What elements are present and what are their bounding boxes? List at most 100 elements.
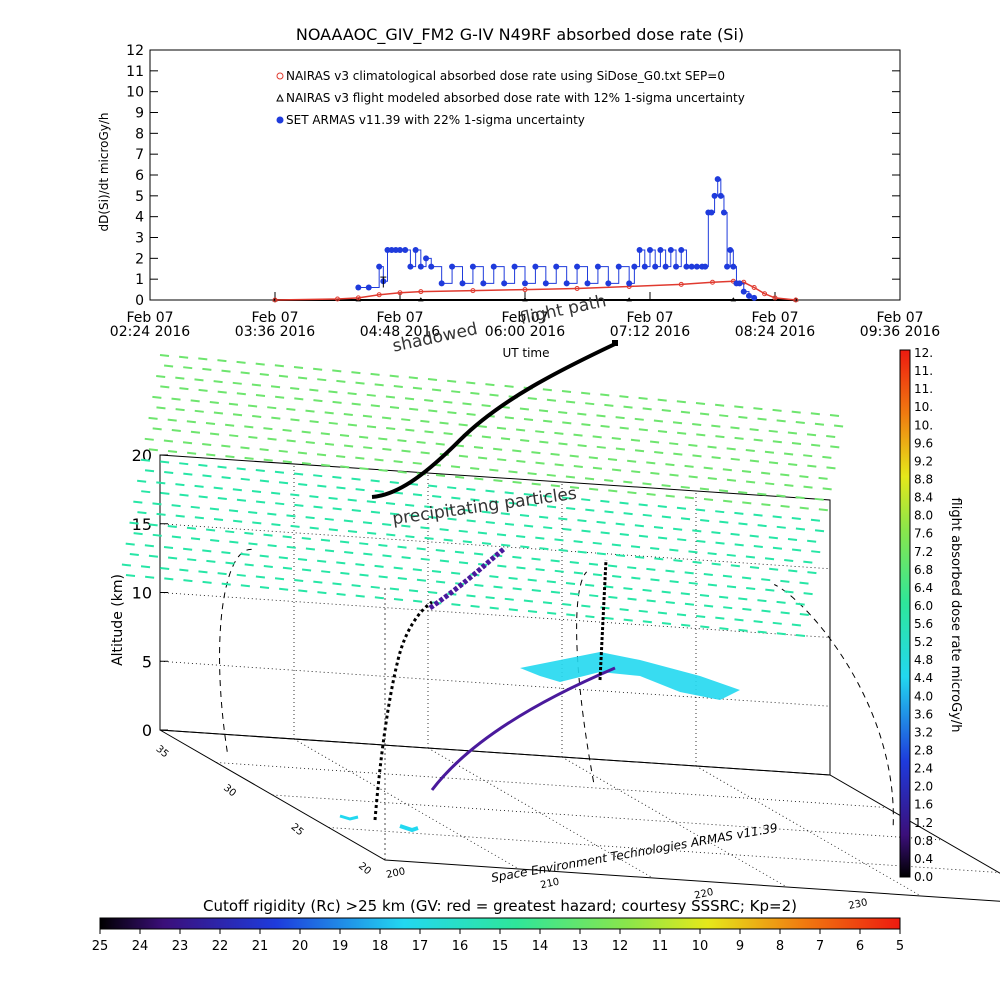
particle-dash [190, 399, 200, 403]
particle-dash [523, 599, 534, 603]
particle-dash [313, 580, 323, 584]
particle-dash [186, 526, 197, 530]
armas-point [511, 263, 518, 270]
particle-dash [451, 496, 461, 500]
particle-dash [646, 461, 656, 465]
particle-dash [259, 373, 269, 377]
particle-dash [305, 441, 315, 445]
particle-dash [607, 564, 618, 568]
floor-surface [339, 814, 359, 821]
particle-dash [301, 430, 311, 434]
particle-dash [581, 391, 591, 395]
particle-dash [738, 628, 748, 632]
particle-dash [466, 594, 476, 598]
particle-dash [202, 442, 212, 446]
particle-dash [225, 561, 235, 565]
particle-dash [236, 360, 246, 364]
particle-dash [186, 420, 196, 424]
particle-dash [688, 550, 698, 554]
particle-dash [163, 364, 174, 368]
particle-dash [642, 407, 652, 411]
x-tick-label: 09:36 2016 [860, 324, 941, 340]
particle-dash [745, 555, 756, 559]
particle-dash [424, 430, 434, 434]
particle-dash [719, 595, 729, 599]
particle-dash [209, 507, 220, 511]
particle-dash [328, 496, 338, 500]
y-tick-label: 5 [135, 189, 144, 205]
particle-dash [807, 539, 817, 543]
nairas-clim-point [335, 296, 340, 302]
particle-dash [638, 503, 648, 507]
particle-dash [244, 563, 254, 567]
dose-colorbar-tick: 4.4 [914, 671, 933, 685]
particle-dash [783, 452, 794, 456]
particle-dash [424, 398, 434, 402]
particle-dash [412, 461, 422, 465]
particle-dash [274, 577, 285, 581]
particle-dash [451, 603, 461, 607]
z-tick-label: 10 [132, 584, 152, 603]
particle-dash [160, 566, 170, 570]
particle-dash [447, 517, 457, 521]
particle-dash [734, 405, 744, 409]
particle-dash [765, 588, 775, 592]
particle-dash [515, 428, 526, 432]
particle-dash [443, 538, 453, 542]
particle-dash [187, 451, 197, 455]
particle-dash [830, 445, 840, 449]
particle-dash [313, 367, 323, 371]
dose-colorbar-tick: 10. [914, 400, 933, 414]
particle-dash [791, 623, 802, 627]
particle-dash [738, 490, 748, 494]
armas-point [615, 263, 622, 270]
nairas-clim-point [793, 297, 799, 303]
particle-dash [221, 369, 231, 373]
particle-dash [780, 504, 790, 508]
particle-dash [585, 402, 595, 406]
particle-dash [278, 556, 288, 560]
armas-point [708, 209, 715, 216]
particle-dash [657, 398, 667, 402]
particle-dash [615, 416, 625, 420]
particle-dash [649, 440, 660, 444]
particle-dash [707, 477, 717, 481]
z-axis-label: Altitude (km) [110, 574, 126, 666]
particle-dash [776, 494, 786, 498]
dose-colorbar-tick: 8.0 [914, 509, 933, 523]
particle-dash [523, 493, 533, 497]
armas-point [490, 263, 497, 270]
particle-dash [673, 452, 683, 456]
particle-dash [558, 410, 568, 414]
lon-tick-label: 220 [694, 887, 715, 902]
dose-colorbar-ticks: 12. 11. 11. 10. 10. 9.6 9.2 8.8 8.4 8.0 7.6 7.2 6.8 6… [914, 346, 933, 884]
particle-dash [600, 499, 610, 503]
particle-dash [359, 435, 369, 439]
particle-dash [822, 455, 832, 459]
nairas-clim-point [574, 286, 580, 292]
particle-dash [159, 460, 170, 464]
particle-dash [504, 416, 514, 420]
particle-dash [784, 558, 794, 562]
particle-dash [504, 384, 514, 388]
particle-dash [412, 386, 423, 390]
particle-dash [634, 417, 644, 421]
particle-dash [370, 585, 380, 589]
particle-dash [745, 449, 755, 453]
particle-dash [723, 499, 733, 503]
armas-point [641, 263, 648, 270]
legend-label: NAIRAS v3 flight modeled absorbed dose r… [286, 91, 745, 105]
particle-dash [627, 491, 637, 495]
particle-dash [569, 561, 579, 565]
particle-dash [676, 613, 687, 617]
particle-dash [546, 473, 556, 477]
particle-dash [198, 570, 208, 574]
dose-colorbar-tick: 4.0 [914, 689, 933, 703]
particle-dash [672, 421, 683, 425]
particle-dash [791, 442, 802, 445]
particle-dash [133, 500, 143, 504]
particle-dash [619, 608, 629, 612]
armas-point [480, 280, 487, 287]
particle-dash [263, 565, 273, 569]
particle-dash [676, 506, 687, 510]
